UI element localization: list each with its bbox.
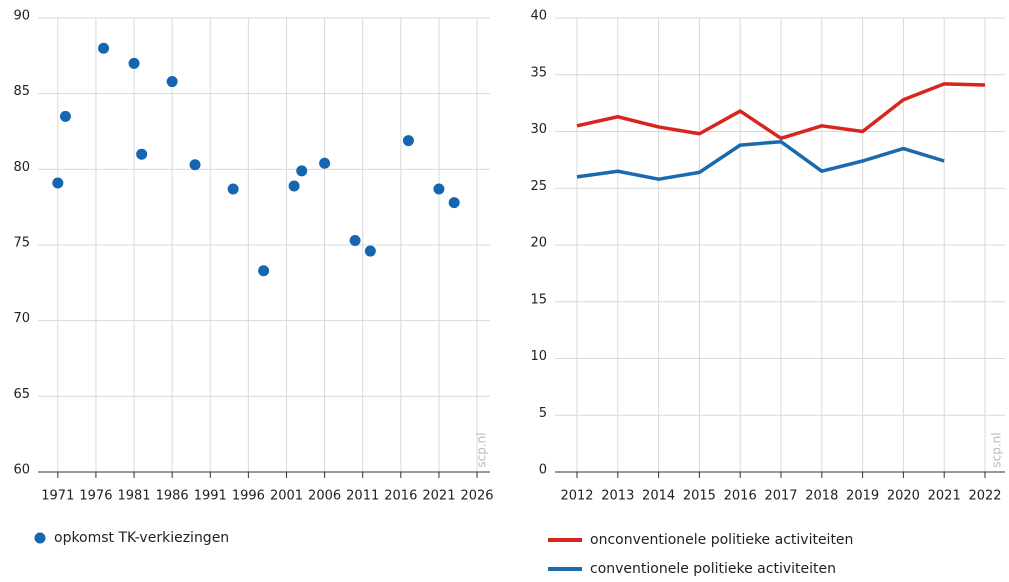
y-tick-label: 75	[13, 236, 30, 251]
point	[136, 148, 148, 160]
point	[227, 183, 239, 195]
watermark: scp.nl	[475, 432, 489, 467]
y-tick-label: 5	[539, 406, 547, 421]
y-tick-label: 30	[530, 122, 547, 137]
y-tick-label: 80	[13, 160, 30, 175]
y-tick-label: 40	[530, 9, 547, 24]
point	[364, 245, 376, 257]
point	[433, 183, 445, 195]
x-tick-label: 2015	[683, 489, 716, 504]
x-tick-label: 2018	[805, 489, 838, 504]
x-tick-label: 1991	[194, 489, 227, 504]
y-tick-label: 65	[13, 387, 30, 402]
x-tick-label: 2020	[887, 489, 920, 504]
point	[52, 177, 64, 189]
x-tick-label: 1981	[117, 489, 150, 504]
x-tick-label: 2012	[560, 489, 593, 504]
x-tick-label: 2022	[968, 489, 1001, 504]
point	[349, 234, 361, 246]
x-tick-label: 2021	[928, 489, 961, 504]
point	[189, 159, 201, 171]
point	[319, 157, 331, 169]
point	[258, 265, 270, 277]
x-tick-label: 2013	[601, 489, 634, 504]
x-tick-label: 2011	[346, 489, 379, 504]
x-tick-label: 2016	[384, 489, 417, 504]
x-tick-label: 2026	[460, 489, 493, 504]
x-tick-label: 2014	[642, 489, 675, 504]
x-tick-label: 2001	[270, 489, 303, 504]
x-tick-label: 1996	[232, 489, 265, 504]
y-tick-label: 0	[539, 463, 547, 478]
x-tick-label: 2006	[308, 489, 341, 504]
x-tick-label: 2017	[764, 489, 797, 504]
y-tick-label: 85	[13, 84, 30, 99]
point	[98, 42, 110, 54]
point	[448, 197, 460, 209]
x-tick-label: 2016	[724, 489, 757, 504]
legend-label: conventionele politieke activiteiten	[590, 561, 836, 577]
point	[128, 57, 140, 69]
y-tick-label: 10	[530, 349, 547, 364]
legend-label: onconventionele politieke activiteiten	[590, 532, 853, 548]
y-tick-label: 90	[13, 9, 30, 24]
x-tick-label: 2021	[422, 489, 455, 504]
line	[576, 139, 945, 181]
point	[296, 165, 308, 177]
y-tick-label: 70	[13, 311, 30, 326]
legend-marker	[34, 532, 46, 544]
line	[576, 82, 986, 141]
x-tick-label: 1971	[41, 489, 74, 504]
point	[166, 76, 178, 88]
y-tick-label: 35	[530, 65, 547, 80]
y-tick-label: 60	[13, 463, 30, 478]
y-tick-label: 25	[530, 179, 547, 194]
point	[59, 110, 71, 122]
point	[402, 135, 414, 147]
x-tick-label: 1976	[79, 489, 112, 504]
x-tick-label: 2019	[846, 489, 879, 504]
legend-label: opkomst TK-verkiezingen	[54, 530, 229, 546]
point	[288, 180, 300, 192]
y-tick-label: 15	[530, 292, 547, 307]
y-tick-label: 20	[530, 236, 547, 251]
watermark: scp.nl	[990, 432, 1004, 467]
x-tick-label: 1986	[156, 489, 189, 504]
